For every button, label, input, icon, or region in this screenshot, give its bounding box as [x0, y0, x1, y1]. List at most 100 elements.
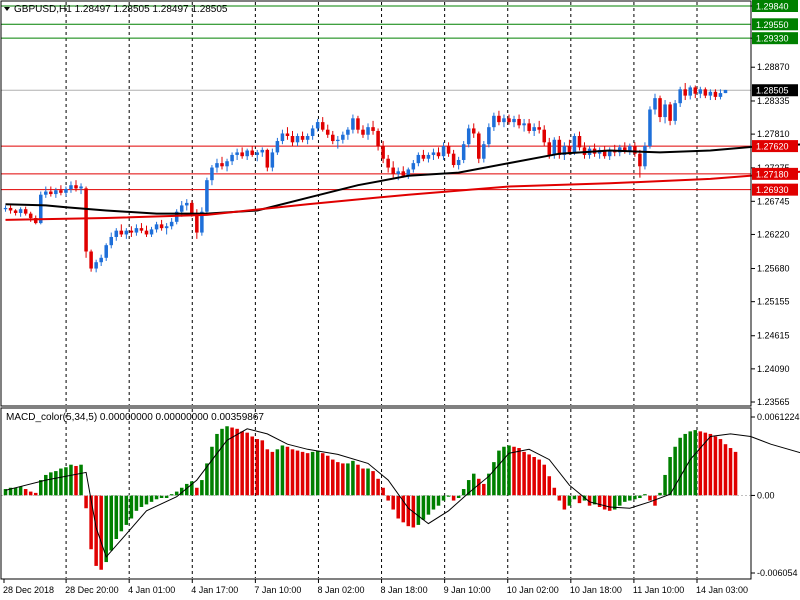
- macd-bar: [623, 495, 627, 502]
- support-level-tag-box: [752, 140, 798, 153]
- macd-bar: [23, 489, 28, 496]
- moving-averages: [5, 143, 800, 221]
- candle-body: [396, 171, 400, 174]
- macd-bar: [305, 453, 310, 496]
- candle-body: [723, 89, 728, 94]
- macd-bar: [678, 437, 682, 496]
- macd-axis: 0.0061224 0.00 -0.006054: [751, 412, 800, 578]
- candle-body: [633, 146, 637, 154]
- chart-title: GBPUSD,H1 1.28497 1.28505 1.28497 1.2850…: [14, 4, 228, 15]
- macd-bar: [310, 451, 315, 496]
- candle-body: [507, 118, 511, 123]
- candle-body: [482, 144, 486, 159]
- macd-bar: [497, 450, 501, 496]
- macd-bar: [673, 446, 677, 496]
- macd-bar: [38, 480, 43, 496]
- candle-body: [547, 142, 552, 155]
- macd-bar: [366, 468, 370, 496]
- candle-body: [59, 190, 63, 193]
- macd-signal-line: [5, 428, 800, 558]
- ma-slow-line: [5, 170, 800, 221]
- candle-body: [250, 150, 254, 155]
- ma-fast-line: [5, 143, 800, 215]
- macd-bar: [461, 489, 466, 496]
- candle-body: [512, 118, 516, 123]
- time-tick-label: 4 Jan 01:00: [128, 585, 175, 595]
- candle-body: [295, 136, 300, 143]
- candle-body: [577, 136, 582, 148]
- candle-body: [421, 154, 426, 159]
- candle-body: [280, 133, 285, 142]
- price-tick-label: 1.24090: [757, 364, 790, 374]
- macd-bar: [195, 487, 199, 496]
- candle-body: [260, 149, 265, 153]
- candle-body: [426, 154, 431, 159]
- candle-body: [38, 194, 43, 224]
- candle-body: [703, 89, 708, 96]
- macd-bar: [547, 476, 552, 496]
- candle-body: [144, 230, 149, 235]
- candle-body: [220, 163, 224, 167]
- candle-body: [149, 229, 154, 235]
- candle-body: [74, 185, 78, 189]
- candle-body: [537, 127, 541, 130]
- candle-body: [325, 129, 330, 135]
- macd-bar: [190, 481, 194, 496]
- candle-body: [114, 230, 119, 237]
- candle-body: [623, 147, 627, 151]
- candle-body: [44, 191, 48, 195]
- macd-bar: [185, 483, 189, 496]
- candle-body: [195, 213, 199, 233]
- macd-bar: [628, 495, 632, 501]
- macd-bar: [567, 495, 572, 506]
- support-level-tag: 1.26930: [756, 185, 789, 195]
- candle-body: [361, 129, 365, 135]
- price-tick-label: 1.28335: [757, 96, 790, 106]
- macd-bar: [13, 487, 18, 496]
- candle-body: [300, 136, 305, 140]
- macd-bar: [648, 495, 652, 501]
- macd-bar: [149, 495, 154, 502]
- support-level-tag-box: [752, 183, 798, 196]
- macd-bar: [74, 465, 78, 496]
- collapse-triangle-icon[interactable]: [4, 7, 10, 11]
- macd-bar: [502, 446, 506, 496]
- candle-body: [320, 122, 325, 130]
- macd-bar: [210, 446, 214, 496]
- macd-bar: [436, 495, 441, 506]
- candle-body: [23, 209, 28, 214]
- macd-bar: [507, 445, 511, 496]
- macd-bar: [537, 459, 541, 496]
- candle-body: [502, 118, 506, 123]
- candle-body: [688, 87, 693, 96]
- macd-bar: [602, 495, 607, 510]
- macd-bar: [477, 478, 481, 496]
- macd-bar: [225, 426, 229, 496]
- macd-bar: [3, 489, 8, 496]
- candle-body: [64, 189, 68, 193]
- macd-bar: [144, 495, 149, 505]
- candle-body: [8, 207, 13, 211]
- macd-bar: [28, 491, 33, 496]
- macd-bar: [341, 463, 345, 496]
- macd-bar: [381, 487, 385, 496]
- candle-body: [628, 146, 632, 151]
- price-tick-label: 1.27810: [757, 129, 790, 139]
- macd-bar: [260, 440, 265, 496]
- macd-bar: [376, 478, 380, 496]
- macd-bar: [456, 495, 461, 499]
- macd-tick-label: -0.006054: [757, 568, 798, 578]
- macd-bar: [275, 449, 280, 496]
- candle-body: [84, 188, 88, 252]
- macd-bar: [633, 495, 637, 500]
- candle-body: [532, 127, 536, 131]
- macd-bar: [482, 483, 486, 496]
- candle-body: [275, 141, 280, 153]
- price-tick-label: 1.26745: [757, 196, 790, 206]
- candle-body: [602, 149, 607, 157]
- macd-bar: [617, 495, 622, 506]
- macd-bar: [532, 457, 536, 496]
- time-tick-label: 28 Dec 20:00: [65, 585, 119, 595]
- macd-signal-path: [5, 428, 800, 558]
- macd-bar: [69, 464, 73, 496]
